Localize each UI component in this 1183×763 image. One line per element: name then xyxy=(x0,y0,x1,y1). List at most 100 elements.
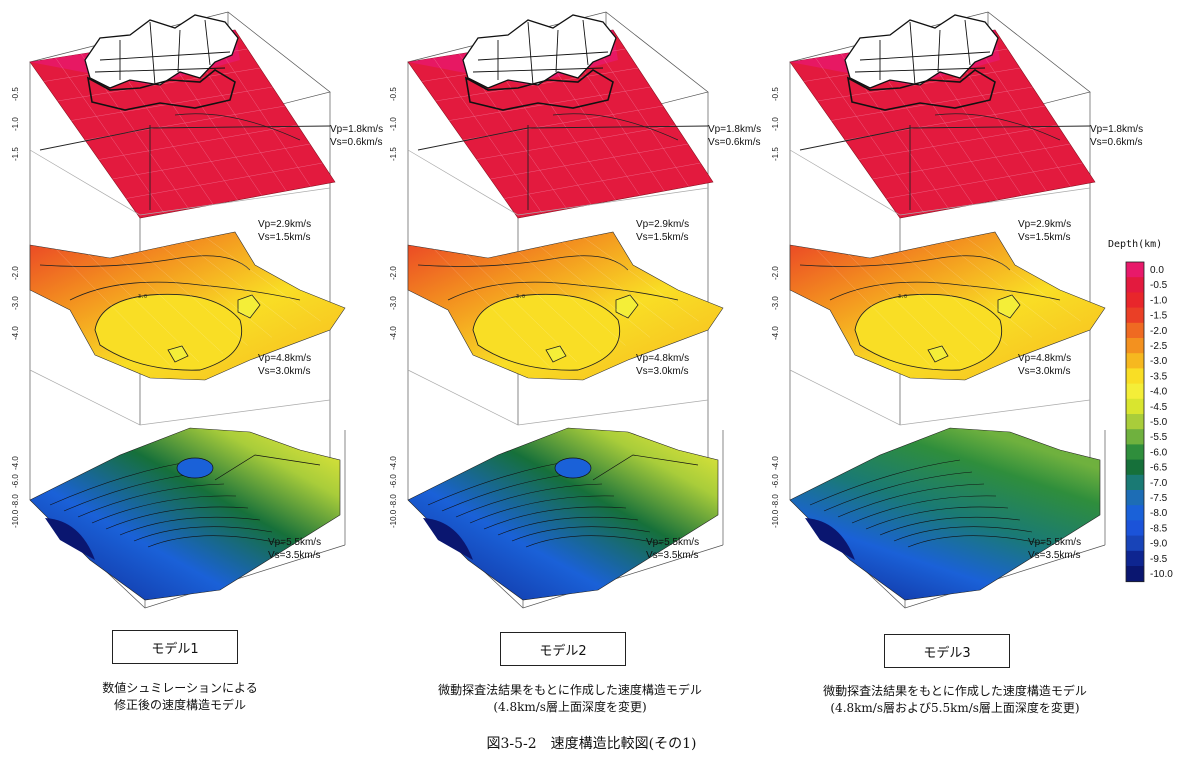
legend-swatch xyxy=(1126,429,1144,445)
city-map-outline xyxy=(462,14,617,111)
caption-model-2: 微動探査法結果をもとに作成した速度構造モデル (4.8km/s層上面深度を変更) xyxy=(400,682,740,716)
axis-tick-bottom: -4.0 xyxy=(771,456,780,470)
model-label-1: モデル1 xyxy=(112,630,238,664)
axis-tick-mid: -2.0 xyxy=(389,266,398,280)
top-layer-vs: Vs=0.6km/s xyxy=(1090,137,1143,148)
guide-line xyxy=(789,149,1091,216)
legend-swatch xyxy=(1126,353,1144,369)
legend-swatch xyxy=(1126,550,1144,567)
axis-tick-bottom: -6.0 xyxy=(771,474,780,488)
axis-tick-bottom: -6.0 xyxy=(389,474,398,488)
legend-tick-label: -2.5 xyxy=(1150,341,1168,352)
legend-tick-label: -5.0 xyxy=(1150,417,1168,428)
legend-swatch xyxy=(1126,338,1144,354)
axis-tick-top: -1.0 xyxy=(11,117,20,131)
caption-line: 微動探査法結果をもとに作成した速度構造モデル xyxy=(823,684,1087,698)
legend-tick-label: -2.0 xyxy=(1150,326,1168,337)
mid-upper-layer-vp: Vp=2.9km/s xyxy=(258,219,311,230)
mid-lower-layer-vs: Vs=3.0km/s xyxy=(636,366,689,377)
panel-model-2: Vp=1.8km/s Vs=0.6km/s Vp=2.9km/s Vs=1.5km/s… xyxy=(389,11,761,609)
legend-tick-label: -1.5 xyxy=(1150,311,1168,322)
legend-tick-label: 0.0 xyxy=(1150,265,1164,276)
legend-swatch xyxy=(1126,505,1144,521)
legend-tick-label: -1.0 xyxy=(1150,295,1168,306)
legend-swatch xyxy=(1126,520,1144,537)
guide-line xyxy=(29,369,331,426)
legend-tick-label: -7.5 xyxy=(1150,493,1168,504)
contour-label: -3.0 xyxy=(513,294,525,300)
axis-tick-mid: -3.0 xyxy=(771,296,780,310)
axis-tick-bottom: -8.0 xyxy=(11,494,20,508)
axis-tick-mid: -2.0 xyxy=(11,266,20,280)
model-label-3: モデル3 xyxy=(884,634,1010,668)
figure-title: 図3-5-2 速度構造比較図(その1) xyxy=(486,736,697,752)
axis-tick-mid: -4.0 xyxy=(771,326,780,340)
guide-line xyxy=(407,369,709,426)
bottom-layer-vp: Vp=5.5km/s xyxy=(268,537,321,548)
bottom-layer-vs: Vs=3.5km/s xyxy=(1028,550,1081,561)
legend-tick-label: -9.5 xyxy=(1150,554,1168,565)
panel-model-1: Vp=1.8km/s Vs=0.6km/s Vp=2.9km/s Vs=1.5km/s… xyxy=(11,11,383,609)
axis-tick-bottom: -4.0 xyxy=(11,456,20,470)
legend-swatch xyxy=(1126,566,1144,582)
mid-upper-layer-vp: Vp=2.9km/s xyxy=(1018,219,1071,230)
caption-model-1: 数値シュミレーションによる 修正後の速度構造モデル xyxy=(20,680,340,714)
legend-swatch xyxy=(1126,490,1144,506)
legend-swatch xyxy=(1126,307,1144,324)
legend-tick-label: -6.0 xyxy=(1150,447,1168,458)
top-layer-vs: Vs=0.6km/s xyxy=(708,137,761,148)
legend-swatch xyxy=(1126,383,1144,400)
axis-tick-bottom: -10.0 xyxy=(771,509,780,528)
legend-tick-label: -8.0 xyxy=(1150,508,1168,519)
legend-tick-label: -8.5 xyxy=(1150,523,1168,534)
axis-tick-mid: -4.0 xyxy=(11,326,20,340)
city-map-outline xyxy=(844,14,999,111)
axis-tick-bottom: -10.0 xyxy=(389,509,398,528)
legend-swatch xyxy=(1126,398,1144,415)
caption-line: 数値シュミレーションによる xyxy=(102,681,258,695)
top-layer-vp: Vp=1.8km/s xyxy=(708,124,761,135)
mid-upper-layer-vp: Vp=2.9km/s xyxy=(636,219,689,230)
bottom-layer-vs: Vs=3.5km/s xyxy=(268,550,321,561)
mid-lower-layer-vp: Vp=4.8km/s xyxy=(636,353,689,364)
axis-tick-bottom: -4.0 xyxy=(389,456,398,470)
axis-tick-top: -0.5 xyxy=(771,87,780,101)
surface-mid-layer: -3.0 xyxy=(789,231,1106,381)
panel-model-3: Vp=1.8km/s Vs=0.6km/s Vp=2.9km/s Vs=1.5km/s… xyxy=(771,11,1143,609)
legend-tick-label: -7.0 xyxy=(1150,478,1168,489)
axis-tick-mid: -3.0 xyxy=(11,296,20,310)
legend-swatch xyxy=(1126,322,1144,339)
axis-tick-top: -1.5 xyxy=(771,147,780,161)
legend-swatch xyxy=(1126,262,1144,278)
mid-lower-layer-vp: Vp=4.8km/s xyxy=(1018,353,1071,364)
depth-legend: Depth(km) 0.0 -0.5 -1.0 -1.5 -2.0 -2.5 -3.0 -3.… xyxy=(1108,239,1173,583)
legend-tick-label: -3.5 xyxy=(1150,371,1168,382)
legend-swatch xyxy=(1126,277,1144,293)
axis-tick-mid: -2.0 xyxy=(771,266,780,280)
top-layer-vs: Vs=0.6km/s xyxy=(330,137,383,148)
surface-mid-layer: -3.0 xyxy=(407,231,724,381)
caption-line: 微動探査法結果をもとに作成した速度構造モデル xyxy=(438,683,702,697)
contour-label: -3.0 xyxy=(895,294,907,300)
legend-tick-label: -9.0 xyxy=(1150,539,1168,550)
top-layer-vp: Vp=1.8km/s xyxy=(330,124,383,135)
surface-mid-layer: -3.0 xyxy=(29,231,346,381)
guide-line xyxy=(789,369,1091,426)
legend-tick-label: -5.5 xyxy=(1150,432,1168,443)
axis-tick-top: -0.5 xyxy=(11,87,20,101)
mid-upper-layer-vs: Vs=1.5km/s xyxy=(636,232,689,243)
caption-line: (4.8km/s層および5.5km/s層上面深度を変更) xyxy=(830,701,1080,715)
mid-lower-layer-vs: Vs=3.0km/s xyxy=(258,366,311,377)
axis-tick-mid: -3.0 xyxy=(389,296,398,310)
top-layer-vp: Vp=1.8km/s xyxy=(1090,124,1143,135)
mid-lower-layer-vp: Vp=4.8km/s xyxy=(258,353,311,364)
legend-swatch xyxy=(1126,535,1144,552)
legend-swatch xyxy=(1126,459,1144,476)
legend-tick-label: -4.0 xyxy=(1150,387,1168,398)
axis-tick-top: -1.0 xyxy=(389,117,398,131)
legend-tick-label: -10.0 xyxy=(1150,569,1173,580)
surface-bottom-layer xyxy=(789,427,1101,601)
legend-swatch xyxy=(1126,414,1144,430)
legend-tick-label: -0.5 xyxy=(1150,280,1168,291)
